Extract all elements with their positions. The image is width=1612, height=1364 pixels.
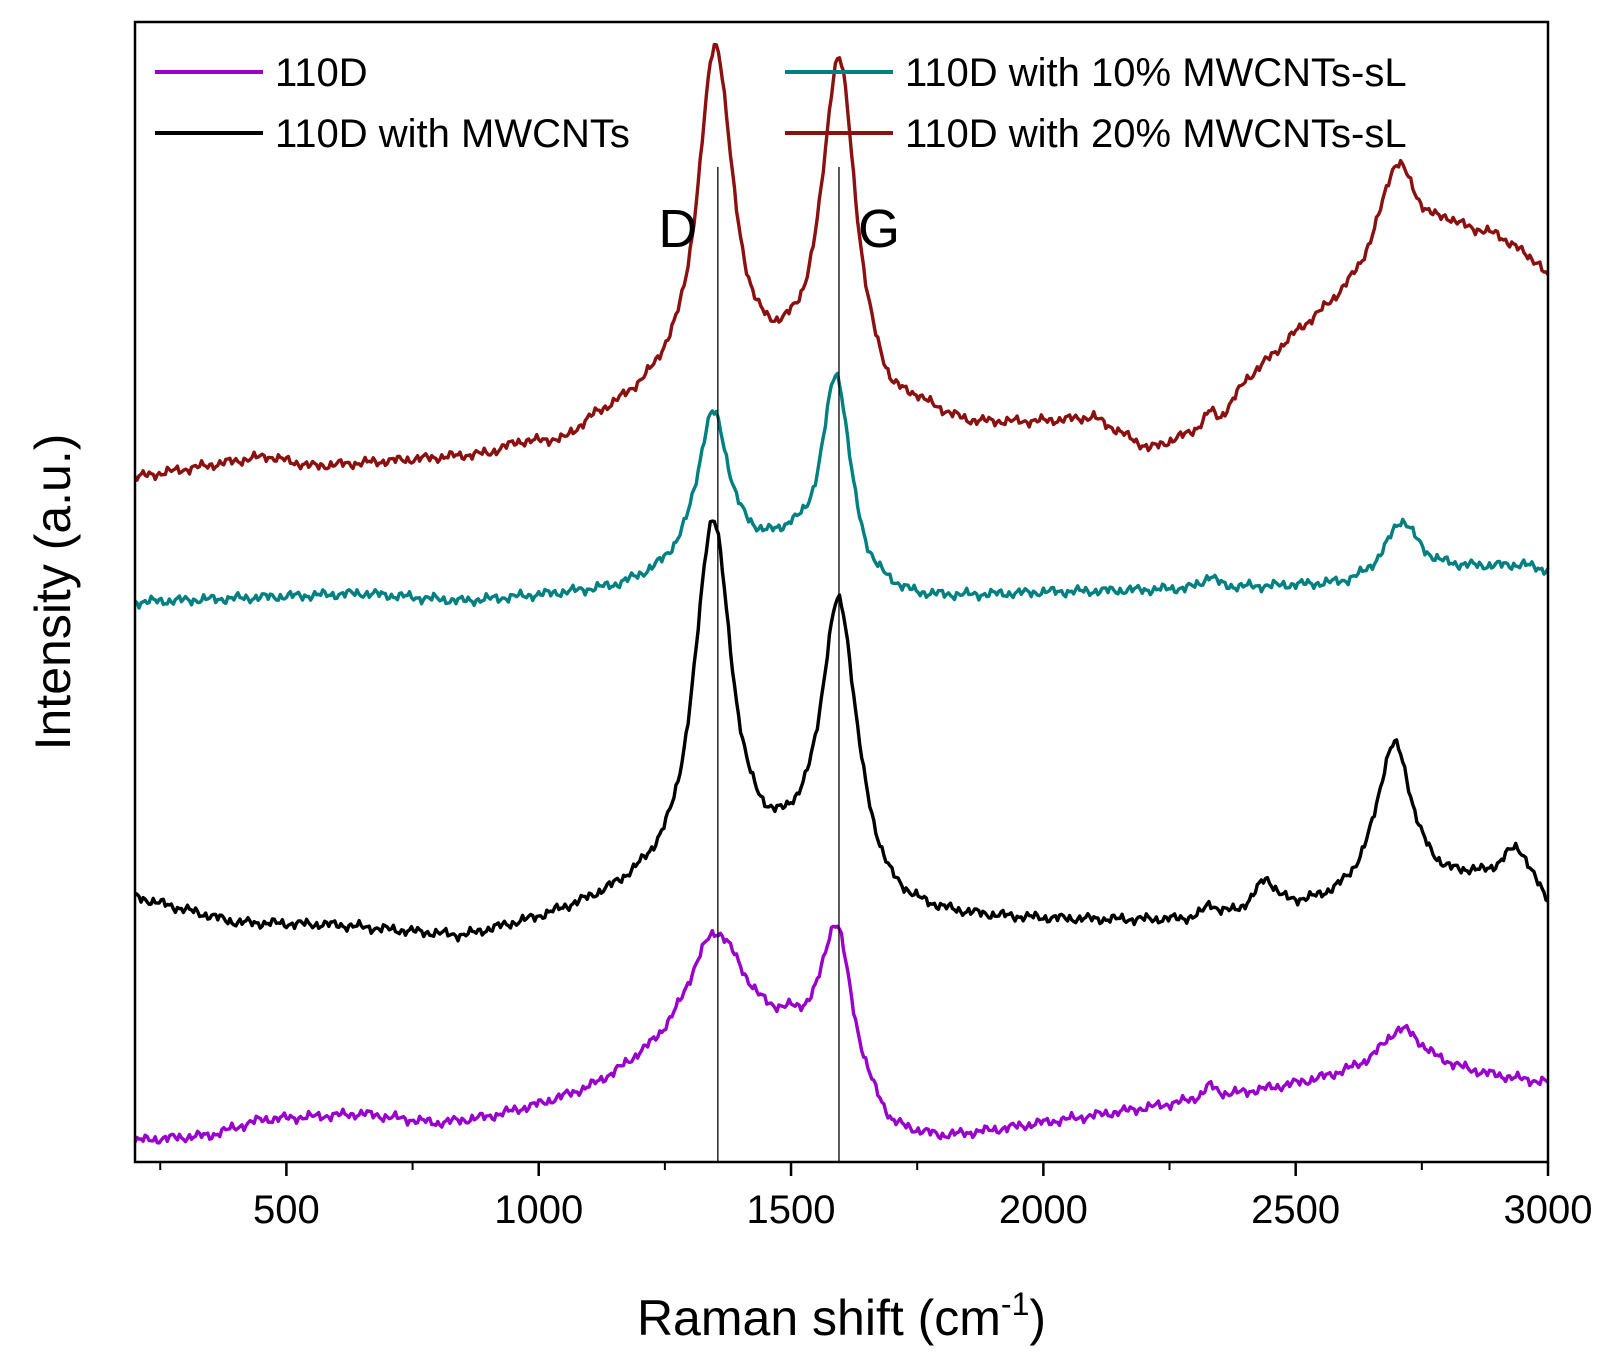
series-line-3 (133, 42, 1550, 482)
x-axis-label: Raman shift (cm-1) (637, 1286, 1046, 1346)
x-tick-label: 1500 (747, 1188, 836, 1232)
peak-label-G: G (858, 199, 900, 259)
legend: 110D 110D with MWCNTs 110D with 10% MWCNTs… (155, 51, 1407, 156)
x-tick-label: 1000 (494, 1188, 583, 1232)
peak-label-D: D (658, 199, 697, 259)
legend-label-3: 110D with 20% MWCNTs-sL (905, 112, 1407, 156)
x-tick-label: 2000 (999, 1188, 1088, 1232)
x-axis-ticks: 500 1000 1500 2000 2500 3000 (159, 1162, 1593, 1232)
x-axis-label-main: Raman shift (cm (637, 1290, 1001, 1346)
y-axis-label: Intensity (a.u.) (25, 434, 81, 751)
x-tick-label: 500 (253, 1188, 320, 1232)
plot-lines (133, 42, 1550, 1145)
x-tick-label: 2500 (1251, 1188, 1340, 1232)
series-line-2 (133, 371, 1550, 610)
x-tick-label: 3000 (1504, 1188, 1593, 1232)
legend-label-1: 110D with MWCNTs (275, 112, 630, 156)
legend-label-2: 110D with 10% MWCNTs-sL (905, 51, 1407, 95)
plot-frame (133, 20, 1550, 1164)
series-line-1 (134, 519, 1549, 943)
peak-marker-lines (717, 167, 840, 1162)
series-line-0 (133, 924, 1550, 1145)
legend-label-0: 110D (275, 51, 368, 95)
x-axis-label-close: ) (1029, 1290, 1046, 1346)
x-axis-label-superscript: -1 (1001, 1286, 1029, 1322)
